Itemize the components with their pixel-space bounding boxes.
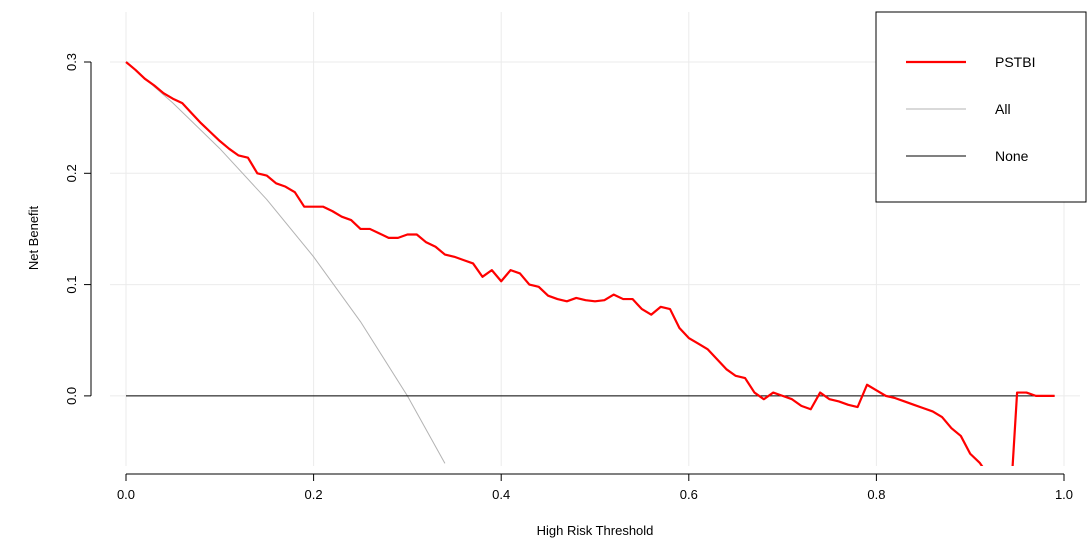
legend: PSTBI All None <box>875 11 1087 203</box>
axes: 0.0 0.2 0.4 0.6 0.8 1.0 0.0 0.1 0.2 0.3 <box>64 53 1073 502</box>
x-tick-label: 1.0 <box>1055 487 1073 502</box>
x-tick-label: 0.4 <box>492 487 510 502</box>
series-line-all <box>125 61 446 464</box>
legend-box <box>875 11 1087 203</box>
legend-label: None <box>995 148 1029 164</box>
legend-label: PSTBI <box>995 54 1035 70</box>
x-axis-title: High Risk Threshold <box>537 523 654 538</box>
y-axis-title: Net Benefit <box>26 205 41 270</box>
series-lines <box>125 61 1055 466</box>
x-tick-label: 0.2 <box>305 487 323 502</box>
y-tick-label: 0.0 <box>64 387 79 405</box>
series-line-pstbi <box>125 61 1055 466</box>
x-tick-label: 0.0 <box>117 487 135 502</box>
x-tick-label: 0.8 <box>867 487 885 502</box>
legend-label: All <box>995 101 1011 117</box>
y-tick-label: 0.2 <box>64 164 79 182</box>
y-tick-label: 0.1 <box>64 276 79 294</box>
y-tick-label: 0.3 <box>64 53 79 71</box>
x-tick-label: 0.6 <box>680 487 698 502</box>
